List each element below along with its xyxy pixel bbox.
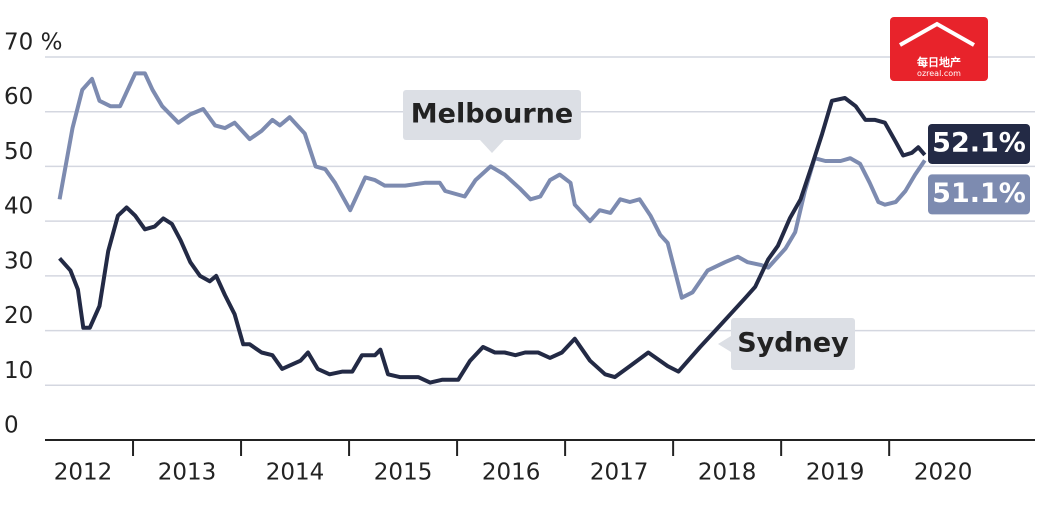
- x-tick-label: 2017: [590, 460, 649, 486]
- x-tick-label: 2016: [482, 460, 541, 486]
- series-name: Sydney: [737, 328, 849, 359]
- x-tick-label: 2019: [806, 460, 865, 486]
- callout-pointer: [718, 336, 731, 352]
- y-tick-label: 60: [4, 84, 33, 110]
- end-label: 52.1%: [928, 123, 1030, 164]
- y-tick-label: 0: [4, 413, 19, 439]
- watermark-url: ozreal.com: [917, 69, 961, 78]
- line: [58, 96, 927, 385]
- series-callout: Melbourne: [403, 90, 581, 153]
- y-tick-label: 30: [4, 248, 33, 274]
- x-tick-label: 2018: [698, 460, 757, 486]
- y-tick-label: 70 %: [4, 30, 62, 56]
- end-label: 51.1%: [928, 174, 1030, 215]
- x-tick-label: 2014: [266, 460, 325, 486]
- watermark: 每日地产 ozreal.com: [890, 17, 988, 81]
- watermark-text: 每日地产: [917, 55, 961, 69]
- end-label-box: [928, 174, 1030, 215]
- series-name: Melbourne: [411, 99, 573, 130]
- callout-box: [731, 318, 855, 370]
- line: [57, 71, 927, 300]
- end-label-text: 51.1%: [932, 178, 1026, 209]
- end-label-box: [928, 123, 1030, 164]
- x-tick-label: 2020: [914, 460, 973, 486]
- y-tick-label: 10: [4, 358, 33, 384]
- y-tick-label: 40: [4, 194, 33, 220]
- y-tick-label: 20: [4, 303, 33, 329]
- watermark-box: [890, 17, 988, 81]
- callout-pointer: [480, 140, 504, 153]
- callout-box: [403, 90, 581, 140]
- y-tick-label: 50: [4, 139, 33, 165]
- x-tick-label: 2015: [374, 460, 433, 486]
- end-label-text: 52.1%: [932, 127, 1026, 158]
- series-callout: Sydney: [718, 318, 855, 370]
- x-tick-label: 2012: [54, 460, 113, 486]
- watermark-roof: [899, 21, 975, 47]
- x-tick-label: 2013: [158, 460, 217, 486]
